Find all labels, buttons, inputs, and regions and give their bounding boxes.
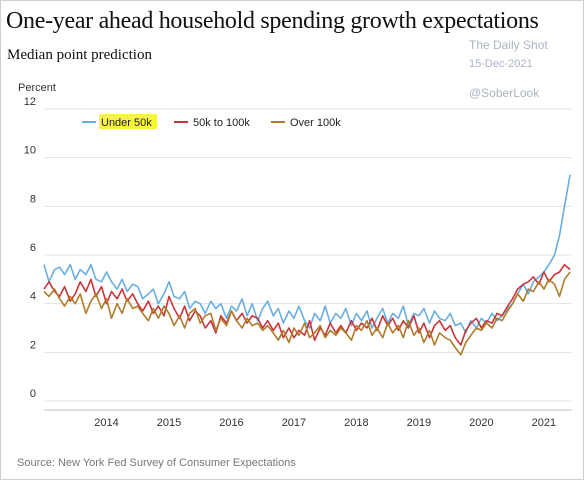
x-tick-label: 2020	[469, 417, 493, 429]
y-tick-label: 10	[24, 145, 36, 157]
series-line-50k-to-100k	[43, 263, 571, 346]
legend-label-over-100k: Over 100k	[290, 117, 341, 129]
chart-title: One-year ahead household spending growth…	[6, 8, 539, 34]
x-tick-label: 2019	[407, 417, 431, 429]
series-line-over-100k	[43, 271, 571, 356]
legend-label-50k-to-100k: 50k to 100k	[193, 117, 250, 129]
gridlines	[44, 108, 572, 402]
x-tick-label: 2014	[94, 417, 118, 429]
series-lines	[43, 174, 571, 356]
y-tick-label: 4	[30, 291, 36, 303]
y-tick-label: 8	[30, 193, 36, 205]
watermark-name: The Daily Shot	[469, 38, 548, 52]
watermark-handle: @SoberLook	[469, 86, 540, 100]
x-tick-label: 2016	[219, 417, 243, 429]
y-tick-label: 12	[24, 96, 36, 108]
y-tick-label: 0	[30, 388, 36, 400]
x-tick-label: 2015	[157, 417, 181, 429]
chart-subtitle: Median point prediction	[7, 47, 152, 63]
legend: Under 50k 50k to 100k Over 100k	[82, 114, 341, 129]
y-tick-label: 2	[30, 339, 36, 351]
y-axis-ticks: 0 2 4 6 8 10 12	[24, 96, 36, 400]
source-note: Source: New York Fed Survey of Consumer …	[17, 457, 296, 469]
x-tick-label: 2017	[282, 417, 306, 429]
x-axis-ticks: 2014 2015 2016 2017 2018 2019 2020 2021	[44, 409, 572, 429]
watermark-date: 15-Dec-2021	[469, 58, 533, 70]
legend-label-under-50k: Under 50k	[101, 117, 152, 129]
x-tick-label: 2018	[344, 417, 368, 429]
y-tick-label: 6	[30, 242, 36, 254]
series-line-under-50k	[43, 174, 571, 334]
legend-highlight	[99, 114, 157, 129]
x-tick-label: 2021	[532, 417, 556, 429]
y-axis-unit-label: Percent	[18, 82, 56, 94]
